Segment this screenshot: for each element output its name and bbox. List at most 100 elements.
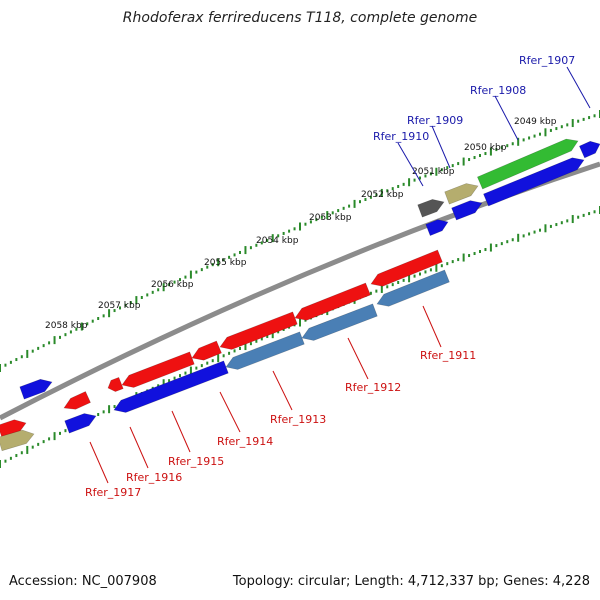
tick-mark (26, 349, 29, 358)
gene-label-rfer-1913[interactable]: Rfer_1913 (270, 413, 326, 426)
tick-mark (582, 213, 585, 217)
tick-mark (326, 211, 329, 220)
gene-red-arrow[interactable] (63, 391, 91, 410)
tick-mark (277, 330, 280, 334)
tick-mark (419, 176, 421, 180)
tick-mark (179, 278, 181, 282)
tick-mark (304, 318, 307, 322)
gene-green-arrow[interactable] (477, 138, 579, 190)
gene-blue-arrow[interactable] (483, 157, 585, 207)
tick-mark (560, 125, 563, 129)
tick-mark (42, 440, 45, 444)
tick-mark (146, 293, 149, 297)
tick-mark (260, 337, 263, 341)
gene-label-rfer-1917[interactable]: Rfer_1917 (85, 486, 141, 499)
tick-mark (91, 319, 94, 323)
gene-label-rfer-1916[interactable]: Rfer_1916 (126, 471, 182, 484)
tick-mark (446, 262, 449, 266)
gene-blue-arrow[interactable] (425, 219, 449, 236)
tick-mark (577, 119, 580, 123)
gene-khaki-arrow[interactable] (0, 429, 35, 452)
gene-label-rfer-1915[interactable]: Rfer_1915 (168, 455, 224, 468)
tick-mark (173, 280, 176, 284)
gene-label-rfer-1908[interactable]: Rfer_1908 (470, 84, 526, 97)
tick-mark (102, 314, 105, 318)
gene-blue-arrow[interactable] (64, 413, 97, 434)
gene-khaki-arrow[interactable] (444, 183, 479, 205)
tick-mark (440, 168, 443, 172)
leader-line-rfer-1916 (129, 426, 149, 469)
gene-blue-arrow[interactable] (19, 378, 53, 400)
tick-mark (348, 204, 351, 208)
gene-blue-arrow[interactable] (579, 140, 600, 159)
tick-mark (402, 182, 405, 186)
gene-steel-arrow[interactable] (301, 303, 378, 341)
tick-mark (249, 342, 252, 346)
gene-gray-arrow[interactable] (417, 199, 445, 218)
tick-mark (593, 210, 596, 214)
tick-mark (522, 138, 525, 142)
tick-mark (468, 158, 471, 162)
gene-label-rfer-1909[interactable]: Rfer_1909 (407, 114, 463, 127)
tick-mark (9, 360, 12, 364)
tick-mark (244, 342, 247, 351)
tick-mark (9, 456, 12, 460)
gene-label-rfer-1910[interactable]: Rfer_1910 (373, 130, 429, 143)
gene-label-rfer-1912[interactable]: Rfer_1912 (345, 381, 401, 394)
tick-mark (255, 339, 258, 343)
tick-mark (113, 309, 116, 313)
tick-mark (511, 238, 514, 242)
tick-mark (200, 268, 203, 272)
tick-mark (211, 359, 214, 363)
tick-mark (566, 123, 569, 127)
tick-mark (129, 301, 132, 305)
tick-mark (413, 274, 416, 278)
leader-line-rfer-1912 (347, 337, 369, 380)
tick-mark (195, 270, 198, 274)
gene-label-rfer-1914[interactable]: Rfer_1914 (217, 435, 273, 448)
tick-mark (108, 309, 111, 318)
tick-mark (233, 349, 236, 353)
tick-mark (500, 242, 503, 246)
tick-mark (484, 152, 487, 156)
tick-mark (386, 189, 389, 193)
gene-red-arrow[interactable] (370, 249, 443, 287)
tick-mark (304, 222, 307, 226)
tick-mark (549, 224, 552, 228)
tick-mark (48, 341, 51, 345)
tick-mark (97, 412, 100, 416)
tick-mark (97, 316, 100, 320)
gene-label-rfer-1907[interactable]: Rfer_1907 (519, 54, 575, 67)
tick-mark (86, 322, 89, 326)
leader-line-rfer-1917 (89, 441, 109, 484)
tick-mark (424, 270, 427, 274)
tick-mark (566, 219, 569, 223)
tick-mark (239, 250, 241, 254)
tick-mark (484, 248, 487, 252)
tick-mark (168, 283, 171, 287)
tick-mark (179, 374, 181, 378)
tick-mark (446, 166, 449, 170)
tick-mark (37, 346, 40, 350)
gene-blue-arrow[interactable] (451, 200, 483, 221)
tick-mark (299, 222, 301, 231)
tick-mark (489, 243, 492, 252)
gene-red-arrow[interactable] (191, 340, 222, 361)
tick-mark (342, 206, 345, 210)
leader-line-rfer-1914 (219, 391, 241, 433)
tick-mark (468, 254, 471, 258)
gene-steel-arrow[interactable] (376, 269, 450, 307)
tick-mark (364, 197, 367, 201)
gene-label-rfer-1911[interactable]: Rfer_1911 (420, 349, 476, 362)
tick-mark (533, 230, 536, 234)
leader-line-rfer-1910 (397, 142, 424, 187)
tick-mark (495, 244, 498, 248)
tick-mark (59, 335, 61, 339)
tick-mark (195, 366, 198, 370)
leader-line-rfer-1913 (272, 370, 293, 411)
accession-text: Accession: NC_007908 (9, 574, 157, 589)
tick-mark (217, 354, 220, 363)
gene-red-arrow[interactable] (294, 282, 371, 321)
tick-mark (506, 144, 509, 148)
gene-red-arrow[interactable] (107, 377, 124, 392)
